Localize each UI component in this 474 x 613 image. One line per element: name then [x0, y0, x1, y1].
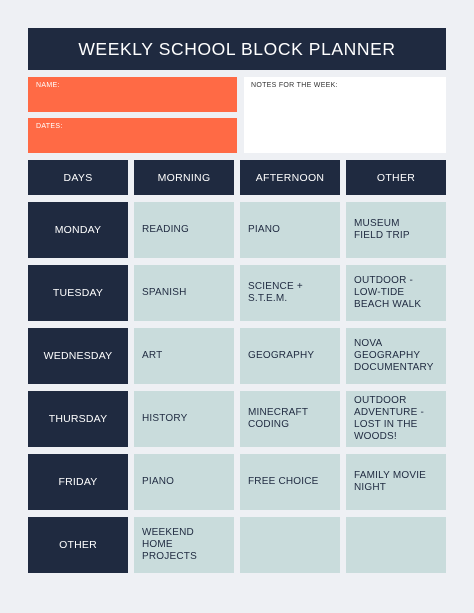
friday-morning-cell[interactable]: PIANO	[134, 454, 234, 510]
planner-table: DAYS MORNING AFTERNOON OTHER MONDAY READ…	[28, 160, 446, 573]
day-tuesday: TUESDAY	[28, 265, 128, 321]
column-header-days: DAYS	[28, 160, 128, 195]
monday-afternoon-cell[interactable]: PIANO	[240, 202, 340, 258]
friday-other-cell[interactable]: FAMILY MOVIE NIGHT	[346, 454, 446, 510]
tuesday-afternoon-cell[interactable]: SCIENCE + S.T.E.M.	[240, 265, 340, 321]
page-title: WEEKLY SCHOOL BLOCK PLANNER	[28, 28, 446, 70]
other-afternoon-cell[interactable]	[240, 517, 340, 573]
notes-field[interactable]: NOTES FOR THE WEEK:	[244, 77, 446, 153]
thursday-other-cell[interactable]: OUTDOOR ADVENTURE - LOST IN THE WOODS!	[346, 391, 446, 447]
day-wednesday: WEDNESDAY	[28, 328, 128, 384]
day-friday: FRIDAY	[28, 454, 128, 510]
tuesday-other-cell[interactable]: OUTDOOR - LOW-TIDE BEACH WALK	[346, 265, 446, 321]
thursday-morning-cell[interactable]: HISTORY	[134, 391, 234, 447]
name-label: NAME:	[36, 82, 60, 89]
wednesday-afternoon-cell[interactable]: GEOGRAPHY	[240, 328, 340, 384]
thursday-afternoon-cell[interactable]: MINECRAFT CODING	[240, 391, 340, 447]
monday-morning-cell[interactable]: READING	[134, 202, 234, 258]
wednesday-morning-cell[interactable]: ART	[134, 328, 234, 384]
other-morning-cell[interactable]: WEEKEND HOME PROJECTS	[134, 517, 234, 573]
dates-label: DATES:	[36, 123, 63, 130]
dates-field[interactable]: DATES:	[28, 118, 237, 153]
day-monday: MONDAY	[28, 202, 128, 258]
day-other: OTHER	[28, 517, 128, 573]
monday-other-cell[interactable]: MUSEUM FIELD TRIP	[346, 202, 446, 258]
name-field[interactable]: NAME:	[28, 77, 237, 112]
friday-afternoon-cell[interactable]: FREE CHOICE	[240, 454, 340, 510]
other-other-cell[interactable]	[346, 517, 446, 573]
notes-label: NOTES FOR THE WEEK:	[251, 82, 338, 89]
day-thursday: THURSDAY	[28, 391, 128, 447]
column-header-other: OTHER	[346, 160, 446, 195]
wednesday-other-cell[interactable]: NOVA GEOGRAPHY DOCUMENTARY	[346, 328, 446, 384]
column-header-afternoon: AFTERNOON	[240, 160, 340, 195]
column-header-morning: MORNING	[134, 160, 234, 195]
tuesday-morning-cell[interactable]: SPANISH	[134, 265, 234, 321]
